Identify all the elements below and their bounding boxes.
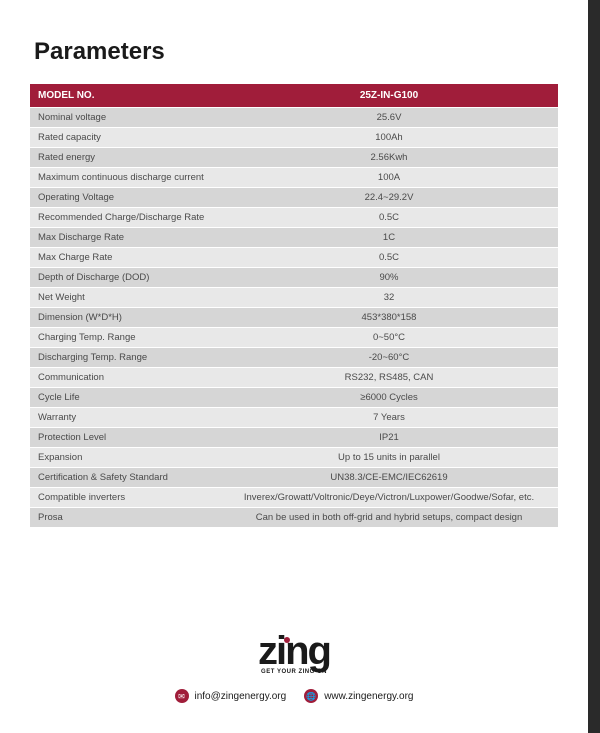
globe-icon: 🌐 <box>304 689 318 703</box>
param-label: Compatible inverters <box>30 488 220 508</box>
param-value: RS232, RS485, CAN <box>220 368 558 388</box>
param-value: -20~60°C <box>220 348 558 368</box>
param-label: Max Charge Rate <box>30 248 220 268</box>
param-label: Net Weight <box>30 288 220 308</box>
param-label: Recommended Charge/Discharge Rate <box>30 208 220 228</box>
table-row: Charging Temp. Range0~50°C <box>30 328 558 348</box>
param-value: 100Ah <box>220 128 558 148</box>
param-label: Max Discharge Rate <box>30 228 220 248</box>
table-row: Protection LevelIP21 <box>30 428 558 448</box>
contact-website: 🌐 www.zingenergy.org <box>304 689 413 703</box>
header-model-no: MODEL NO. <box>30 84 220 108</box>
param-value: 2.56Kwh <box>220 148 558 168</box>
table-row: Max Discharge Rate1C <box>30 228 558 248</box>
contact-email: ✉ info@zingenergy.org <box>175 689 287 703</box>
table-row: Dimension (W*D*H)453*380*158 <box>30 308 558 328</box>
param-label: Protection Level <box>30 428 220 448</box>
param-label: Maximum continuous discharge current <box>30 168 220 188</box>
param-value: 90% <box>220 268 558 288</box>
param-value: 453*380*158 <box>220 308 558 328</box>
param-value: 22.4~29.2V <box>220 188 558 208</box>
param-value: UN38.3/CE-EMC/IEC62619 <box>220 468 558 488</box>
param-label: Rated capacity <box>30 128 220 148</box>
email-text: info@zingenergy.org <box>195 691 287 702</box>
param-value: Up to 15 units in parallel <box>220 448 558 468</box>
param-value: 32 <box>220 288 558 308</box>
param-label: Rated energy <box>30 148 220 168</box>
header-model-value: 25Z-IN-G100 <box>220 84 558 108</box>
param-label: Operating Voltage <box>30 188 220 208</box>
table-row: Nominal voltage25.6V <box>30 108 558 128</box>
table-body: Nominal voltage25.6VRated capacity100AhR… <box>30 108 558 528</box>
website-text: www.zingenergy.org <box>324 691 413 702</box>
contact-row: ✉ info@zingenergy.org 🌐 www.zingenergy.o… <box>30 689 558 703</box>
parameters-table: MODEL NO. 25Z-IN-G100 Nominal voltage25.… <box>30 84 558 527</box>
table-row: Warranty7 Years <box>30 408 558 428</box>
param-label: Dimension (W*D*H) <box>30 308 220 328</box>
param-label: Warranty <box>30 408 220 428</box>
param-label: Cycle Life <box>30 388 220 408</box>
param-value: 25.6V <box>220 108 558 128</box>
table-row: Depth of Discharge (DOD)90% <box>30 268 558 288</box>
param-value: Can be used in both off-grid and hybrid … <box>220 508 558 528</box>
table-row: Recommended Charge/Discharge Rate0.5C <box>30 208 558 228</box>
table-row: Compatible invertersInverex/Growatt/Volt… <box>30 488 558 508</box>
table-row: Rated energy2.56Kwh <box>30 148 558 168</box>
table-row: Rated capacity100Ah <box>30 128 558 148</box>
table-header-row: MODEL NO. 25Z-IN-G100 <box>30 84 558 108</box>
param-label: Expansion <box>30 448 220 468</box>
param-label: Certification & Safety Standard <box>30 468 220 488</box>
param-value: IP21 <box>220 428 558 448</box>
brand-logo: zing <box>258 633 330 669</box>
param-label: Prosa <box>30 508 220 528</box>
footer: zing GET YOUR ZING ON ✉ info@zingenergy.… <box>30 633 558 713</box>
document-page: Parameters MODEL NO. 25Z-IN-G100 Nominal… <box>0 0 588 733</box>
table-row: Max Charge Rate0.5C <box>30 248 558 268</box>
table-row: Certification & Safety StandardUN38.3/CE… <box>30 468 558 488</box>
param-value: 0.5C <box>220 208 558 228</box>
param-value: 0~50°C <box>220 328 558 348</box>
logo-text: zing <box>258 629 330 673</box>
table-row: Discharging Temp. Range-20~60°C <box>30 348 558 368</box>
table-row: ExpansionUp to 15 units in parallel <box>30 448 558 468</box>
email-icon: ✉ <box>175 689 189 703</box>
param-value: 7 Years <box>220 408 558 428</box>
table-row: Cycle Life≥6000 Cycles <box>30 388 558 408</box>
section-heading: Parameters <box>34 38 558 66</box>
table-row: Operating Voltage22.4~29.2V <box>30 188 558 208</box>
param-label: Nominal voltage <box>30 108 220 128</box>
table-row: ProsaCan be used in both off-grid and hy… <box>30 508 558 528</box>
param-label: Discharging Temp. Range <box>30 348 220 368</box>
logo-accent-dot <box>284 637 290 643</box>
param-value: Inverex/Growatt/Voltronic/Deye/Victron/L… <box>220 488 558 508</box>
param-value: ≥6000 Cycles <box>220 388 558 408</box>
table-row: CommunicationRS232, RS485, CAN <box>30 368 558 388</box>
param-value: 1C <box>220 228 558 248</box>
param-value: 0.5C <box>220 248 558 268</box>
param-label: Communication <box>30 368 220 388</box>
table-row: Maximum continuous discharge current100A <box>30 168 558 188</box>
param-label: Charging Temp. Range <box>30 328 220 348</box>
param-label: Depth of Discharge (DOD) <box>30 268 220 288</box>
table-row: Net Weight32 <box>30 288 558 308</box>
param-value: 100A <box>220 168 558 188</box>
